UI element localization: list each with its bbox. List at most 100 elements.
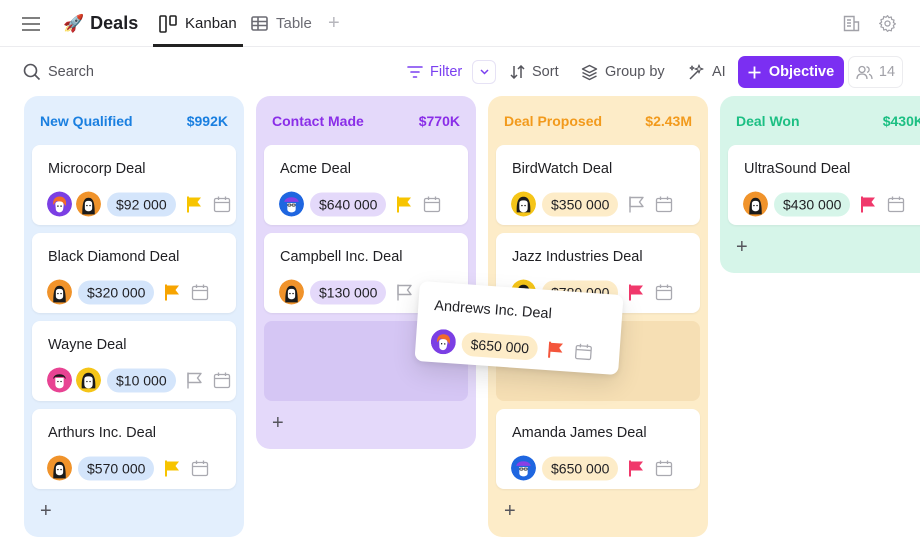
deal-card-acme[interactable]: Acme Deal $640 000 xyxy=(264,145,468,225)
calendar-icon[interactable] xyxy=(190,458,210,478)
calendar-icon[interactable] xyxy=(212,370,232,390)
flag-icon[interactable] xyxy=(626,282,646,302)
flag-outline-icon[interactable] xyxy=(394,282,414,302)
column-header: Deal Proposed $2.43M xyxy=(504,113,692,129)
card-title: Arthurs Inc. Deal xyxy=(48,425,156,441)
column-title: Contact Made xyxy=(272,113,364,129)
avatar-icon xyxy=(279,280,304,305)
document-button[interactable] xyxy=(843,0,860,47)
column-contact-made: Contact Made $770K Acme Deal $640 000 Ca… xyxy=(256,96,476,449)
avatar-icon xyxy=(743,192,768,217)
avatar-icon xyxy=(47,368,72,393)
column-total: $2.43M xyxy=(645,113,692,129)
table-icon xyxy=(251,16,268,31)
deal-card-ultrasound[interactable]: UltraSound Deal $430 000 xyxy=(728,145,920,225)
column-title: Deal Won xyxy=(736,113,800,129)
group-by-button[interactable]: Group by xyxy=(581,48,665,96)
dragging-card-andrews[interactable]: Andrews Inc. Deal $650 000 xyxy=(414,280,624,376)
users-icon xyxy=(856,65,873,79)
flag-icon[interactable] xyxy=(626,458,646,478)
filter-button[interactable]: Filter xyxy=(407,48,462,96)
magic-wand-icon xyxy=(689,63,704,80)
deal-card-arthurs[interactable]: Arthurs Inc. Deal $570 000 xyxy=(32,409,236,489)
kanban-icon xyxy=(159,14,177,33)
ai-button[interactable]: AI xyxy=(688,48,726,96)
members-count: 14 xyxy=(878,64,896,80)
deal-card-wayne[interactable]: Wayne Deal $10 000 xyxy=(32,321,236,401)
filter-label: Filter xyxy=(430,64,463,80)
deal-card-amanda-james[interactable]: Amanda James Deal $650 000 xyxy=(496,409,700,489)
column-deal-won: Deal Won $430K UltraSound Deal $430 000 … xyxy=(720,96,920,273)
column-total: $770K xyxy=(418,113,460,129)
card-title: Jazz Industries Deal xyxy=(512,249,643,265)
calendar-icon[interactable] xyxy=(573,341,594,362)
deal-amount: $92 000 xyxy=(107,192,176,216)
avatar-icon xyxy=(47,192,72,217)
hamburger-icon xyxy=(22,16,40,31)
add-card-button[interactable]: + xyxy=(40,500,52,522)
deal-card-black-diamond[interactable]: Black Diamond Deal $320 000 xyxy=(32,233,236,313)
card-title: Wayne Deal xyxy=(48,337,127,353)
calendar-icon[interactable] xyxy=(654,282,674,302)
members-button[interactable]: 14 xyxy=(848,56,903,88)
document-icon xyxy=(843,15,860,32)
settings-button[interactable] xyxy=(878,0,897,47)
sort-label: Sort xyxy=(532,64,559,80)
add-objective-button[interactable]: Objective xyxy=(738,56,844,88)
tab-table-label: Table xyxy=(276,15,312,32)
column-total: $430K xyxy=(882,113,920,129)
chevron-down-icon xyxy=(479,69,489,75)
avatar-icon xyxy=(47,280,72,305)
filter-dropdown-button[interactable] xyxy=(472,60,496,84)
avatar-icon xyxy=(47,456,72,481)
avatar-icon xyxy=(279,192,304,217)
page-title: 🚀 Deals xyxy=(63,0,138,47)
filter-icon xyxy=(407,66,423,78)
deal-amount: $650 000 xyxy=(542,456,619,480)
deal-card-campbell[interactable]: Campbell Inc. Deal $130 000 xyxy=(264,233,468,313)
sort-icon xyxy=(510,65,525,79)
tab-kanban-label: Kanban xyxy=(185,15,237,32)
flag-icon[interactable] xyxy=(858,194,878,214)
calendar-icon[interactable] xyxy=(422,194,442,214)
calendar-icon[interactable] xyxy=(190,282,210,302)
deal-amount: $350 000 xyxy=(542,192,619,216)
search-icon xyxy=(23,63,41,81)
calendar-icon[interactable] xyxy=(654,458,674,478)
calendar-icon[interactable] xyxy=(886,194,906,214)
calendar-icon[interactable] xyxy=(212,194,232,214)
column-title: New Qualified xyxy=(40,113,133,129)
active-tab-indicator xyxy=(153,44,243,47)
avatar-icon xyxy=(511,456,536,481)
search-input[interactable]: Search xyxy=(23,48,94,96)
rocket-icon: 🚀 xyxy=(63,13,85,33)
deal-card-birdwatch[interactable]: BirdWatch Deal $350 000 xyxy=(496,145,700,225)
flag-outline-icon[interactable] xyxy=(626,194,646,214)
deal-amount: $320 000 xyxy=(78,280,155,304)
flag-icon[interactable] xyxy=(184,194,204,214)
group-by-label: Group by xyxy=(605,64,665,80)
flag-icon[interactable] xyxy=(162,458,182,478)
tab-kanban[interactable]: Kanban xyxy=(159,0,237,47)
add-tab-button[interactable]: + xyxy=(328,12,340,34)
card-title: Black Diamond Deal xyxy=(48,249,180,265)
flag-outline-icon[interactable] xyxy=(184,370,204,390)
card-title: Andrews Inc. Deal xyxy=(433,298,553,323)
menu-button[interactable] xyxy=(22,0,40,47)
deal-card-microcorp[interactable]: Microcorp Deal $92 000 xyxy=(32,145,236,225)
sort-button[interactable]: Sort xyxy=(510,48,559,96)
avatar-icon xyxy=(511,192,536,217)
ai-label: AI xyxy=(712,64,726,80)
calendar-icon[interactable] xyxy=(654,194,674,214)
card-title: BirdWatch Deal xyxy=(512,161,613,177)
add-card-button[interactable]: + xyxy=(504,500,516,522)
flag-icon[interactable] xyxy=(162,282,182,302)
flag-icon[interactable] xyxy=(545,339,566,360)
tab-table[interactable]: Table xyxy=(251,0,312,47)
flag-icon[interactable] xyxy=(394,194,414,214)
card-title: Acme Deal xyxy=(280,161,351,177)
column-header: Contact Made $770K xyxy=(272,113,460,129)
add-card-button[interactable]: + xyxy=(272,412,284,434)
deal-amount: $130 000 xyxy=(310,280,387,304)
add-card-button[interactable]: + xyxy=(736,236,748,258)
